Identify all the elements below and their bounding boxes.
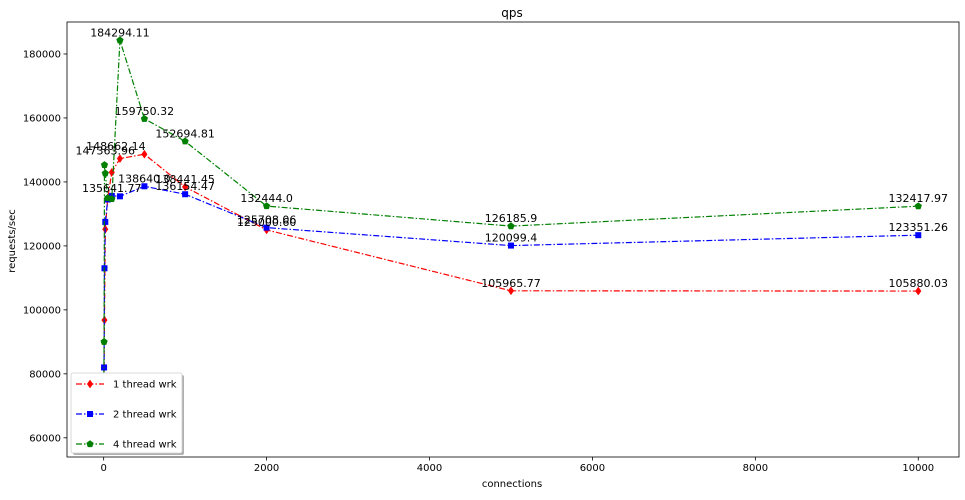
data-point	[108, 195, 116, 202]
data-point	[262, 202, 271, 210]
data-point	[116, 193, 123, 200]
data-point	[263, 224, 270, 231]
data-point	[101, 169, 109, 177]
y-tick-label: 100000	[23, 305, 61, 316]
data-label: 147363.96	[76, 145, 136, 158]
legend-item: 2 thread wrk	[76, 410, 177, 421]
data-point	[182, 182, 189, 192]
data-label: 126185.9	[485, 212, 538, 225]
y-tick-label: 60000	[29, 433, 61, 444]
data-label: 135641.77	[82, 182, 142, 195]
x-tick-label: 10000	[902, 463, 934, 474]
y-tick-label: 120000	[23, 241, 61, 252]
data-label: 138640.0	[118, 172, 171, 185]
data-label: 105880.03	[889, 277, 949, 290]
data-label: 125000.60	[237, 216, 297, 229]
data-point	[116, 154, 124, 164]
y-tick-label: 80000	[29, 369, 61, 380]
data-label: 136154.47	[155, 180, 215, 193]
x-tick-label: 0	[100, 463, 106, 474]
y-tick-label: 160000	[23, 113, 61, 124]
data-point	[140, 114, 148, 122]
x-axis-title: connections	[482, 479, 542, 490]
data-point	[181, 137, 189, 145]
series-3	[100, 36, 922, 403]
data-point	[102, 218, 109, 225]
x-tick-label: 4000	[417, 463, 442, 474]
data-label: 120099.4	[485, 232, 538, 245]
data-label: 184294.11	[90, 26, 150, 39]
data-label: 123351.26	[889, 221, 949, 234]
series-line	[103, 185, 919, 406]
chart-title: qps	[501, 6, 523, 20]
legend-marker	[86, 440, 94, 448]
y-tick-label: 180000	[23, 49, 61, 60]
data-label: 125708.06	[237, 214, 297, 227]
x-tick-label: 8000	[743, 463, 768, 474]
data-point	[141, 149, 148, 159]
data-point	[507, 222, 515, 230]
data-point	[507, 242, 514, 249]
data-point	[100, 338, 108, 345]
data-point	[915, 232, 922, 239]
data-point	[141, 183, 148, 190]
legend-marker	[87, 411, 93, 417]
legend-label: 4 thread wrk	[113, 440, 177, 451]
legend: 1 thread wrk 2 thread wrk 4 thread wrk	[70, 372, 184, 455]
data-point	[914, 202, 922, 210]
legend-item: 4 thread wrk	[76, 440, 177, 451]
plot-frame	[66, 21, 960, 458]
data-label: 159750.32	[115, 105, 175, 118]
y-tick-label: 140000	[23, 177, 61, 188]
y-axis-title: requests/sec	[7, 209, 18, 272]
data-label: 138441.45	[155, 173, 215, 186]
legend-box	[70, 372, 183, 454]
data-label: 132417.97	[889, 192, 949, 205]
data-point	[100, 161, 109, 169]
data-point	[116, 36, 124, 44]
legend-marker	[86, 379, 94, 389]
legend-label: 1 thread wrk	[113, 380, 177, 391]
legend-item: 1 thread wrk	[76, 380, 177, 391]
x-tick-label: 6000	[580, 463, 605, 474]
data-point	[182, 191, 189, 198]
data-label: 132444.0	[240, 192, 293, 205]
data-point	[915, 286, 922, 296]
data-label: 148662.14	[86, 140, 146, 153]
data-label: 105965.77	[481, 277, 541, 290]
data-point	[507, 286, 515, 296]
legend-label: 2 thread wrk	[113, 410, 177, 421]
x-tick-label: 2000	[254, 463, 279, 474]
series-line	[103, 40, 919, 400]
data-label: 152694.81	[155, 127, 215, 140]
plot-area	[100, 36, 922, 409]
